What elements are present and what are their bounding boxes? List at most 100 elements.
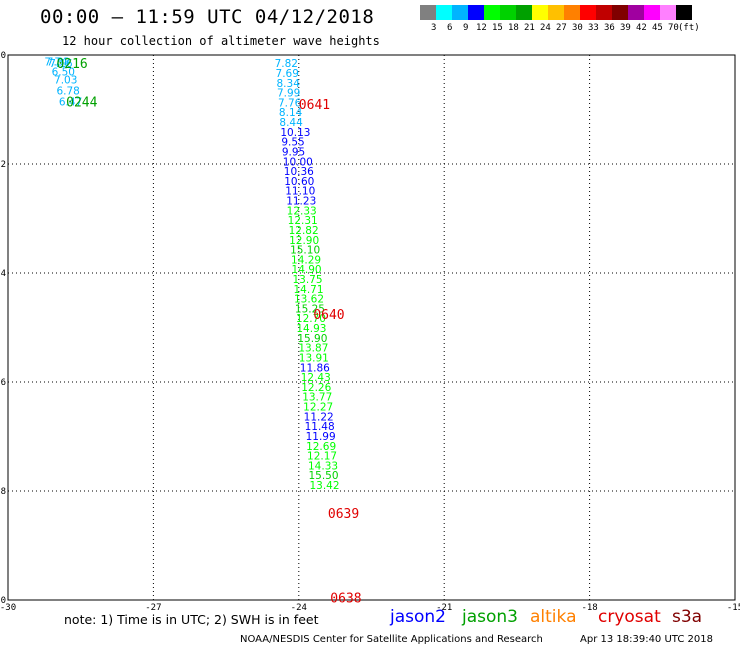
y-tick-label: -20 — [0, 51, 6, 61]
wave-height-label: 12.69 — [306, 441, 336, 453]
wave-height-label: 7.74 — [44, 57, 68, 69]
x-tick-label: -24 — [291, 603, 307, 613]
legend-label: 21 — [524, 23, 535, 33]
wave-height-label: 12.70 — [296, 313, 326, 325]
legend-label: 70 — [668, 23, 679, 33]
pass-time-label: 0641 — [299, 98, 330, 113]
legend-label: 30 — [572, 23, 583, 33]
wave-height-label: 11.23 — [286, 196, 316, 208]
legend-label: 9 — [463, 23, 469, 33]
wave-height-label: 13.75 — [292, 274, 322, 286]
wave-height-label: 15.50 — [308, 470, 338, 482]
y-tick-label: -28 — [0, 487, 6, 497]
wave-height-label: 6.50 — [52, 66, 75, 78]
legend-swatch — [452, 5, 468, 20]
legend-label: 42 — [636, 23, 647, 33]
legend-label: 3 — [431, 23, 437, 33]
footer-note: note: 1) Time is in UTC; 2) SWH is in fe… — [64, 612, 319, 627]
wave-height-label: 7.76 — [278, 97, 302, 109]
wave-height-label: 11.86 — [300, 362, 330, 374]
wave-height-label: 8.14 — [279, 107, 303, 119]
wave-height-label: 15.25 — [295, 303, 325, 315]
wave-height-label: 7.99 — [277, 88, 300, 100]
x-tick-label: -27 — [145, 603, 161, 613]
legend-label: 39 — [620, 23, 631, 33]
wave-height-label: 11.22 — [304, 411, 334, 423]
wave-height-label: 7.69 — [276, 68, 299, 80]
wave-height-label: 7.82 — [275, 58, 298, 70]
wave-height-label: 10.13 — [280, 127, 310, 139]
legend-swatch — [548, 5, 564, 20]
y-tick-label: -30 — [0, 596, 6, 606]
legend-swatch — [676, 5, 692, 20]
wave-height-label: 12.82 — [289, 225, 319, 237]
wave-height-label: 13.62 — [294, 294, 324, 306]
wave-height-label: 9.95 — [282, 146, 305, 158]
legend-swatch — [468, 5, 484, 20]
x-tick-label: -18 — [581, 603, 597, 613]
x-tick-label: -21 — [436, 603, 452, 613]
page-title: 00:00 – 11:59 UTC 04/12/2018 — [40, 6, 375, 28]
legend-label: 45 — [652, 23, 663, 33]
legend-label: 6 — [447, 23, 453, 33]
credit-text: NOAA/NESDIS Center for Satellite Applica… — [240, 634, 543, 645]
legend-swatch — [532, 5, 548, 20]
wave-height-label: 12.27 — [303, 402, 333, 414]
legend-label: (ft) — [678, 23, 700, 33]
legend-swatch — [596, 5, 612, 20]
wave-height-label: 11.99 — [306, 431, 336, 443]
wave-height-label: 10.36 — [284, 166, 314, 178]
wave-height-label: 12.17 — [307, 451, 337, 463]
wave-height-label: 7.83 — [47, 57, 70, 69]
wave-height-label: 14.33 — [308, 460, 338, 472]
wave-height-label: 6.78 — [56, 85, 79, 97]
x-tick-label: -15 — [727, 603, 740, 613]
legend-label: 18 — [508, 23, 519, 33]
wave-height-label: 8.44 — [279, 117, 303, 129]
wave-height-label: 11.48 — [305, 421, 335, 433]
legend-swatch — [628, 5, 644, 20]
legend-swatch — [660, 5, 676, 20]
legend-label: 24 — [540, 23, 551, 33]
wave-height-label: 12.31 — [288, 215, 318, 227]
legend-label: 36 — [604, 23, 615, 33]
y-tick-label: -26 — [0, 378, 6, 388]
wave-height-label: 13.87 — [298, 343, 328, 355]
satellite-label-cryosat: cryosat — [598, 607, 661, 627]
satellite-label-jason3: jason3 — [462, 607, 518, 627]
legend-swatch — [644, 5, 660, 20]
legend-swatch — [612, 5, 628, 20]
wave-height-label: 14.29 — [291, 254, 321, 266]
plot-frame — [7, 54, 736, 601]
wave-height-label: 14.71 — [293, 284, 323, 296]
y-tick-label: -24 — [0, 269, 6, 279]
legend-swatch — [580, 5, 596, 20]
wave-height-label: 9.55 — [281, 137, 304, 149]
page-subtitle: 12 hour collection of altimeter wave hei… — [62, 34, 380, 48]
legend-swatch — [516, 5, 532, 20]
legend-swatch — [564, 5, 580, 20]
x-tick-label: -30 — [0, 603, 16, 613]
wave-height-label: 15.90 — [297, 333, 327, 345]
legend-swatch — [436, 5, 452, 20]
wave-height-label: 11.10 — [285, 186, 315, 198]
pass-time-label: 0638 — [330, 591, 361, 606]
wave-height-label: 13.91 — [299, 352, 329, 364]
wave-height-label: 15.10 — [290, 245, 320, 257]
legend-label: 27 — [556, 23, 567, 33]
legend-swatch — [420, 5, 436, 20]
pass-time-label: 0639 — [328, 507, 359, 522]
wave-height-label: 12.33 — [287, 205, 317, 217]
wave-height-label: 7.03 — [54, 75, 77, 87]
satellite-label-s3a: s3a — [672, 607, 703, 627]
legend-swatch — [500, 5, 516, 20]
wave-height-label: 12.26 — [301, 382, 331, 394]
legend-label: 33 — [588, 23, 599, 33]
wave-height-label: 13.77 — [302, 392, 332, 404]
pass-time-label: 0216 — [56, 57, 87, 72]
y-tick-label: -22 — [0, 160, 6, 170]
color-legend — [420, 5, 692, 20]
satellite-label-altika: altika — [530, 607, 577, 627]
